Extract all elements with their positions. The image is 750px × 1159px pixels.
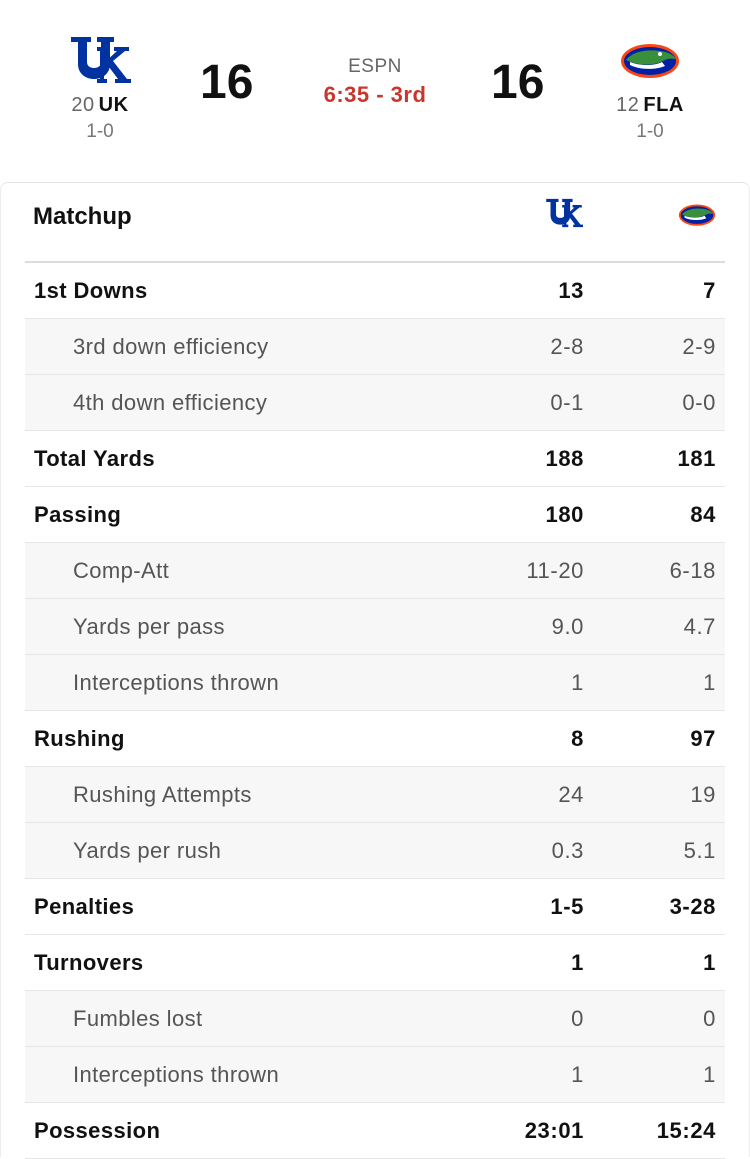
matchup-header: Matchup [25, 183, 725, 263]
scoreboard: 20 UK 1-0 16 ESPN 6:35 - 3rd 16 12 FLA 1-0 [0, 0, 750, 182]
away-team-abbr: FLA [643, 94, 684, 116]
stat-value-uk: 2-8 [550, 334, 584, 359]
stat-value-fla: 19 [690, 782, 716, 807]
florida-gator-logo-icon [678, 202, 716, 232]
stat-row: Yards per rush 0.3 5.1 [25, 823, 725, 879]
matchup-title: Matchup [33, 203, 132, 230]
stat-row: Comp-Att 11-20 6-18 [25, 543, 725, 599]
stat-value-fla: 1 [703, 1062, 716, 1087]
matchup-card: Matchup 1st Downs 13 7 3rd down efficiency 2… [0, 182, 750, 1159]
stat-value-fla: 1 [703, 670, 716, 695]
home-team-record: 1-0 [86, 121, 114, 142]
stat-value-uk: 23:01 [524, 1118, 584, 1143]
stat-label: Passing [34, 502, 122, 527]
stat-value-fla: 84 [690, 502, 716, 527]
stat-value-uk: 1 [571, 1062, 584, 1087]
stat-label: Turnovers [34, 950, 144, 975]
away-team-name: 12 FLA [580, 94, 720, 117]
home-team-rank: 20 [71, 94, 95, 116]
stat-value-fla: 0 [703, 1006, 716, 1031]
stat-value-fla: 181 [677, 446, 716, 471]
stat-value-uk: 24 [558, 782, 584, 807]
stat-label: 4th down efficiency [73, 390, 268, 415]
stat-value-fla: 5.1 [683, 838, 716, 863]
stat-row: Rushing Attempts 24 19 [25, 767, 725, 823]
stat-label: Possession [34, 1118, 161, 1143]
stat-row: Yards per pass 9.0 4.7 [25, 599, 725, 655]
stat-label: Yards per pass [73, 614, 225, 639]
away-team-record: 1-0 [636, 121, 664, 142]
stat-label: Yards per rush [73, 838, 222, 863]
stat-row: Interceptions thrown 1 1 [25, 655, 725, 711]
stat-value-uk: 1-5 [550, 894, 584, 919]
home-team-name: 20 UK [30, 94, 170, 117]
stat-row: Total Yards 188 181 [25, 431, 725, 487]
stat-value-fla: 6-18 [669, 558, 716, 583]
stat-value-uk: 1 [571, 950, 584, 975]
stat-label: Rushing Attempts [73, 782, 252, 807]
away-score: 16 [491, 56, 545, 109]
stat-label: Total Yards [34, 446, 155, 471]
stat-value-uk: 11-20 [526, 558, 584, 583]
game-status: ESPN 6:35 - 3rd [280, 56, 470, 108]
stat-value-fla: 2-9 [682, 334, 716, 359]
florida-gator-logo-icon [580, 32, 720, 88]
stat-value-uk: 1 [571, 670, 584, 695]
stat-label: 1st Downs [34, 278, 148, 303]
away-team[interactable]: 12 FLA 1-0 [580, 32, 720, 143]
stat-row: 1st Downs 13 7 [25, 263, 725, 319]
stat-value-fla: 0-0 [682, 390, 716, 415]
stat-row: 3rd down efficiency 2-8 2-9 [25, 319, 725, 375]
stat-value-fla: 97 [690, 726, 716, 751]
stat-value-uk: 9.0 [551, 614, 584, 639]
stat-value-fla: 7 [703, 278, 716, 303]
kentucky-uk-logo-icon [545, 197, 583, 234]
stat-value-uk: 188 [545, 446, 584, 471]
stat-value-fla: 15:24 [656, 1118, 716, 1143]
game-clock: 6:35 - 3rd [323, 82, 427, 107]
stat-row: Turnovers 1 1 [25, 935, 725, 991]
stat-label: Fumbles lost [73, 1006, 203, 1031]
stat-row: 4th down efficiency 0-1 0-0 [25, 375, 725, 431]
home-score: 16 [200, 56, 254, 109]
stat-label: Penalties [34, 894, 135, 919]
stat-value-uk: 8 [571, 726, 584, 751]
stat-value-fla: 3-28 [669, 894, 716, 919]
stat-row: Interceptions thrown 1 1 [25, 1047, 725, 1103]
stat-value-fla: 1 [703, 950, 716, 975]
stats-table: 1st Downs 13 7 3rd down efficiency 2-8 2-9 4th… [25, 263, 725, 1159]
home-team[interactable]: 20 UK 1-0 [30, 32, 170, 143]
away-team-rank: 12 [616, 94, 640, 116]
stat-value-uk: 180 [545, 502, 584, 527]
stat-label: 3rd down efficiency [73, 334, 269, 359]
network-label: ESPN [348, 56, 402, 77]
stat-value-uk: 0 [571, 1006, 584, 1031]
stat-label: Comp-Att [73, 558, 170, 583]
stat-row: Penalties 1-5 3-28 [25, 879, 725, 935]
stat-row: Fumbles lost 0 0 [25, 991, 725, 1047]
stat-label: Rushing [34, 726, 125, 751]
stat-value-uk: 0.3 [551, 838, 584, 863]
stat-row: Rushing 8 97 [25, 711, 725, 767]
stat-value-uk: 0-1 [550, 390, 584, 415]
stat-row: Possession 23:01 15:24 [25, 1103, 725, 1159]
kentucky-uk-logo-icon [30, 32, 170, 88]
stat-label: Interceptions thrown [73, 1062, 280, 1087]
stat-value-uk: 13 [558, 278, 584, 303]
stat-label: Interceptions thrown [73, 670, 280, 695]
stat-value-fla: 4.7 [683, 614, 716, 639]
home-team-abbr: UK [98, 94, 129, 116]
stat-row: Passing 180 84 [25, 487, 725, 543]
